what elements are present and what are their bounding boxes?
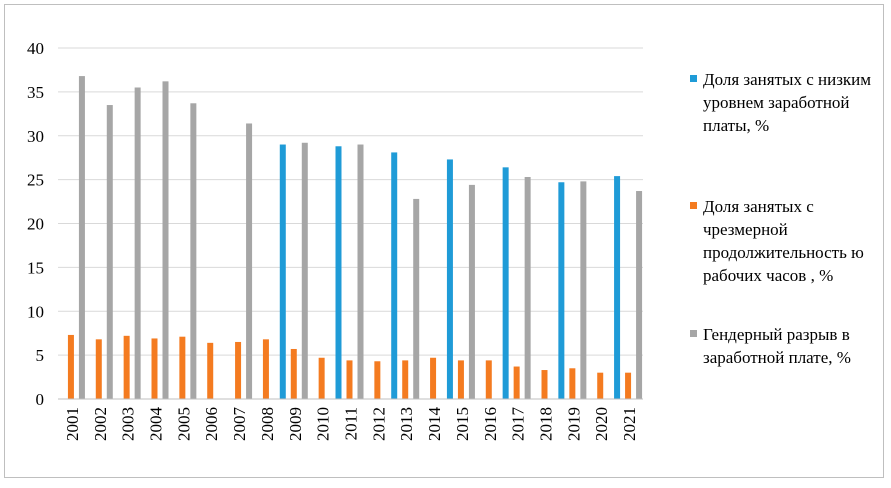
x-tick-label: 2019: [564, 407, 583, 441]
bar-series-1-2017: [513, 366, 520, 399]
x-tick-label: 2018: [537, 407, 556, 441]
gridlines: [58, 47, 643, 400]
y-tick-label: 10: [27, 302, 44, 321]
bar-series-2-2021: [636, 191, 643, 399]
y-tick-label: 20: [27, 215, 44, 234]
bar-series-2-2004: [162, 81, 169, 399]
bar-series-0-2013: [391, 152, 398, 399]
legend-item-gender-gap: Гендерный разрыв в заработной плате, %: [690, 323, 883, 369]
x-tick-label: 2017: [509, 407, 528, 442]
y-tick-label: 35: [27, 83, 44, 102]
bar-series-0-2015: [446, 159, 453, 399]
bar-series-0-2017: [502, 167, 509, 399]
x-tick-label: 2005: [174, 407, 193, 441]
legend-swatch-gray: [690, 330, 697, 337]
legend-item-low-wage: Доля занятых с низким уровнем заработной…: [690, 68, 883, 137]
bar-series-1-2005: [179, 336, 186, 399]
x-tick-label: 2008: [258, 407, 277, 441]
x-tick-label: 2001: [63, 407, 82, 441]
bar-series-2-2019: [580, 181, 587, 399]
x-tick-label: 2013: [397, 407, 416, 441]
x-tick-label: 2010: [314, 407, 333, 441]
bar-series-1-2012: [374, 361, 381, 399]
x-tick-label: 2012: [369, 407, 388, 441]
legend-item-long-hours: Доля занятых с чрезмерной продолжительно…: [690, 195, 883, 287]
bar-series-1-2011: [346, 360, 353, 399]
x-tick-label: 2007: [230, 407, 249, 442]
bar-series-1-2008: [262, 339, 269, 399]
x-axis-tick-labels: 2001 2002 2003 2004 2005 2006 2007 2008 2009 2010…: [63, 407, 639, 442]
bar-series-1-2019: [569, 368, 576, 399]
legend-label: Доля занятых с чрезмерной продолжительно…: [703, 197, 864, 285]
legend-swatch-blue: [690, 75, 697, 82]
bar-series-1-2006: [207, 342, 214, 399]
bar-series-2-2009: [301, 142, 308, 399]
y-axis-tick-labels: 0 5 10 15 20 25 30 35 40: [27, 39, 44, 409]
x-tick-label: 2014: [425, 407, 444, 442]
y-tick-label: 40: [27, 39, 44, 58]
x-tick-label: 2004: [147, 407, 166, 442]
bar-series-1-2015: [457, 360, 464, 399]
bar-series-1-2014: [430, 357, 437, 399]
bar-series-2-2002: [106, 105, 113, 399]
bar-series-2-2017: [524, 176, 531, 399]
y-tick-label: 0: [36, 390, 45, 409]
bar-series-2-2003: [134, 87, 141, 400]
y-tick-label: 25: [27, 171, 44, 190]
bar-series-2-2013: [413, 198, 420, 399]
bar-series-1-2001: [67, 334, 74, 399]
x-tick-label: 2021: [620, 407, 639, 441]
bar-series-1-2021: [625, 372, 632, 399]
x-tick-label: 2009: [286, 407, 305, 441]
bars: [67, 76, 643, 400]
x-tick-label: 2003: [119, 407, 138, 441]
bar-series-0-2019: [558, 182, 565, 399]
y-tick-label: 15: [27, 258, 44, 277]
bar-series-2-2011: [357, 144, 364, 399]
legend-label: Гендерный разрыв в заработной плате, %: [703, 325, 851, 367]
bar-series-1-2020: [597, 372, 604, 399]
bar-series-0-2021: [614, 176, 621, 399]
x-tick-label: 2016: [481, 407, 500, 441]
bar-series-2-2005: [190, 103, 197, 399]
y-tick-label: 5: [36, 346, 45, 365]
x-tick-label: 2002: [91, 407, 110, 441]
legend-swatch-orange: [690, 202, 697, 209]
bar-series-2-2007: [246, 123, 253, 399]
bar-series-1-2004: [151, 338, 158, 399]
bar-series-1-2013: [402, 360, 409, 399]
y-tick-label: 30: [27, 127, 44, 146]
bar-series-1-2018: [541, 370, 548, 399]
bar-series-1-2003: [123, 335, 130, 399]
x-tick-label: 2020: [592, 407, 611, 441]
x-tick-label: 2011: [342, 407, 361, 440]
bar-series-1-2007: [235, 341, 242, 399]
bar-series-2-2001: [78, 76, 85, 399]
bar-series-1-2010: [318, 357, 325, 399]
bar-series-0-2009: [279, 144, 286, 399]
bar-series-0-2011: [335, 146, 342, 399]
legend-label: Доля занятых с низким уровнем заработной…: [703, 70, 872, 135]
bar-series-1-2009: [290, 348, 297, 399]
bar-series-2-2015: [468, 184, 475, 399]
bar-series-1-2016: [485, 360, 492, 399]
bar-series-1-2002: [95, 339, 102, 399]
x-tick-label: 2015: [453, 407, 472, 441]
x-tick-label: 2006: [202, 407, 221, 441]
